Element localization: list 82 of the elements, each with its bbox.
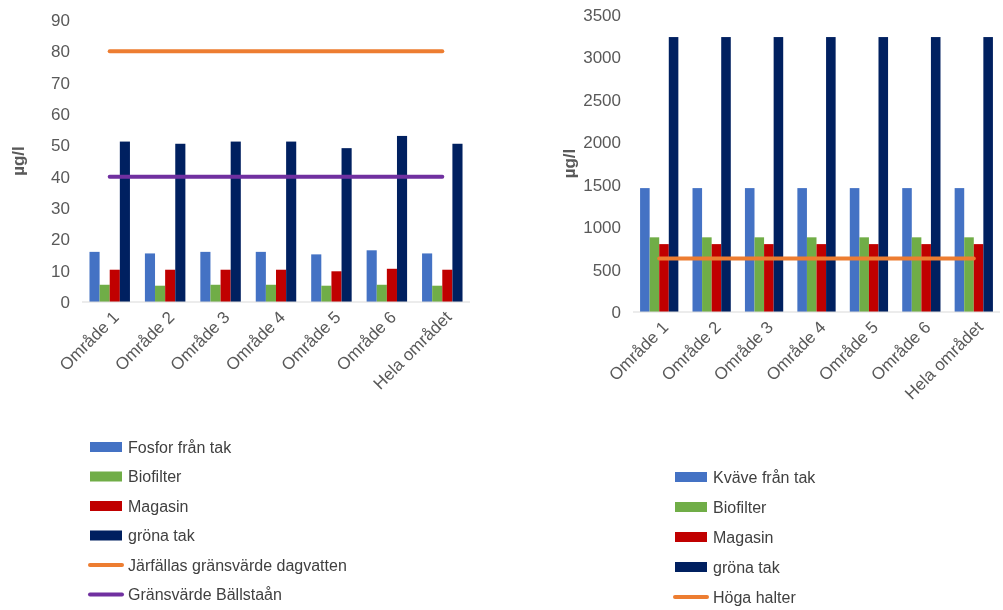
- bar: [692, 188, 703, 312]
- bar: [422, 253, 433, 302]
- bar: [432, 285, 443, 302]
- legend-label: Biofilter: [713, 498, 768, 516]
- bar: [902, 188, 912, 312]
- bar: [200, 251, 211, 302]
- y-tick-label: 40: [51, 167, 70, 187]
- y-tick-label: 60: [51, 104, 70, 124]
- bar: [210, 284, 221, 302]
- bar: [265, 284, 276, 302]
- y-tick-label: 20: [51, 230, 70, 250]
- bar: [341, 148, 352, 302]
- bar: [744, 188, 755, 312]
- legend-label: Gränsvärde Bällstaån: [128, 586, 282, 604]
- bar: [878, 37, 889, 312]
- y-axis-title: µg/l: [9, 146, 28, 176]
- y-tick-label: 30: [51, 198, 70, 218]
- y-tick-label: 90: [51, 10, 70, 30]
- bar: [640, 188, 650, 312]
- y-tick-label: 0: [611, 302, 621, 322]
- legend-label: Fosfor från tak: [128, 438, 233, 456]
- y-tick-label: 2500: [583, 90, 621, 110]
- bar: [721, 37, 731, 312]
- y-tick-label: 3000: [583, 48, 621, 68]
- bar: [764, 244, 774, 312]
- y-tick-label: 50: [51, 136, 70, 156]
- bar: [930, 37, 941, 312]
- bar: [649, 237, 660, 312]
- bar: [99, 284, 110, 302]
- y-tick-label: 3500: [583, 5, 621, 25]
- y-tick-label: 0: [60, 292, 70, 312]
- bar: [702, 237, 712, 312]
- bar: [954, 188, 965, 312]
- bar: [119, 141, 130, 302]
- bar: [155, 285, 166, 302]
- bar: [175, 143, 186, 302]
- y-tick-label: 80: [51, 42, 70, 62]
- legend-label: Biofilter: [128, 468, 183, 486]
- bar: [321, 285, 332, 302]
- bar: [276, 269, 287, 302]
- legend-label: Kväve från tak: [713, 468, 817, 486]
- y-tick-label: 2000: [583, 133, 621, 153]
- bar: [144, 253, 156, 302]
- y-axis-title: µg/l: [560, 148, 579, 179]
- bar: [386, 268, 397, 302]
- legend-label: gröna tak: [128, 527, 196, 545]
- bar: [973, 244, 984, 312]
- bar: [921, 244, 931, 312]
- bar: [376, 284, 387, 302]
- bar: [452, 143, 463, 302]
- legend-label: gröna tak: [713, 558, 781, 576]
- bar: [311, 254, 322, 302]
- y-tick-label: 10: [51, 261, 70, 281]
- legend-label: Järfällas gränsvärde dagvatten: [128, 556, 347, 574]
- y-tick-label: 70: [51, 73, 70, 93]
- bar: [806, 237, 817, 312]
- bar: [964, 237, 974, 312]
- bar: [773, 37, 784, 312]
- bar: [668, 37, 679, 312]
- bar: [826, 37, 836, 312]
- bar: [983, 37, 993, 312]
- bar: [659, 244, 669, 312]
- y-tick-label: 1500: [583, 175, 621, 195]
- y-tick-label: 1000: [583, 218, 621, 238]
- legend-label: Höga halter: [713, 588, 797, 606]
- bar: [797, 188, 807, 312]
- bar: [331, 271, 342, 302]
- bar: [255, 251, 266, 302]
- legend-label: Magasin: [713, 528, 774, 546]
- bar: [396, 135, 408, 302]
- y-tick-label: 500: [592, 260, 621, 280]
- bar: [859, 237, 869, 312]
- bar: [230, 141, 241, 302]
- bar: [849, 188, 860, 312]
- bar: [109, 269, 120, 302]
- legend-label: Magasin: [128, 497, 189, 515]
- bar: [286, 141, 297, 302]
- bar: [89, 251, 100, 302]
- bar: [442, 269, 453, 302]
- bar: [366, 250, 377, 302]
- bar: [165, 269, 176, 302]
- bar: [220, 269, 231, 302]
